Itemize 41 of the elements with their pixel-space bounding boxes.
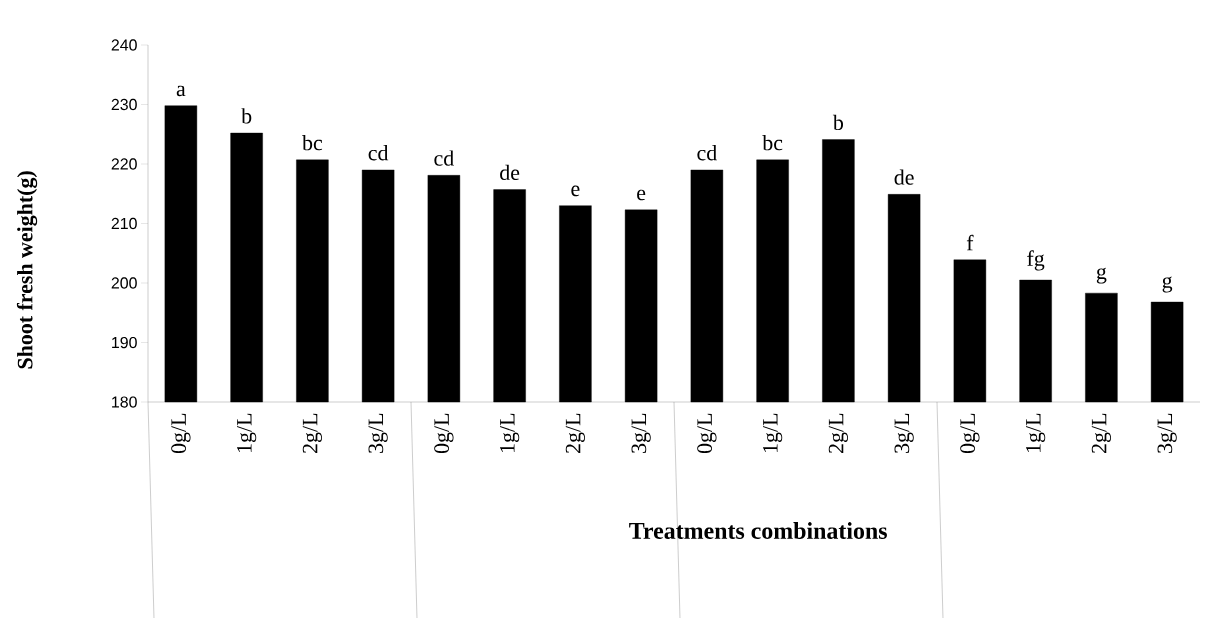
x-tick-label: 1g/L bbox=[237, 413, 257, 453]
data-label: f bbox=[966, 234, 974, 251]
data-label: cd bbox=[434, 150, 454, 166]
data-label: g bbox=[1096, 267, 1107, 284]
x-tick-label: 0g/L bbox=[960, 413, 980, 454]
x-tick-label: 1g/L bbox=[763, 413, 783, 453]
data-label: bc bbox=[302, 134, 323, 151]
x-tick-label: 1g/L bbox=[500, 413, 520, 453]
data-label: e bbox=[571, 185, 580, 197]
data-label: fg bbox=[1027, 250, 1045, 271]
data-label: e bbox=[637, 189, 646, 201]
data-label: cd bbox=[368, 145, 389, 161]
y-tick-label: 210 bbox=[111, 217, 137, 230]
y-tick-label: 190 bbox=[112, 336, 137, 349]
data-label: cd bbox=[697, 145, 717, 161]
y-tick-label: 240 bbox=[111, 39, 137, 51]
data-label: bc bbox=[762, 134, 783, 151]
y-tick-label: 200 bbox=[111, 277, 137, 289]
data-label: g bbox=[1162, 276, 1173, 293]
y-tick-label: 220 bbox=[111, 158, 137, 170]
x-tick-label: 2g/L bbox=[828, 413, 848, 453]
x-tick-label: 3g/L bbox=[1157, 413, 1177, 453]
x-tick-label: 3g/L bbox=[368, 413, 388, 453]
x-tick-label: 1g/L bbox=[1026, 413, 1046, 453]
x-tick-label: 0g/L bbox=[434, 413, 454, 454]
data-label: a bbox=[176, 85, 186, 97]
data-label: b bbox=[241, 108, 252, 124]
x-tick-label: 3g/L bbox=[894, 413, 914, 453]
x-axis-title: Treatments combinations bbox=[629, 522, 887, 539]
x-tick-label: 2g/L bbox=[302, 413, 322, 453]
x-tick-label: 0g/L bbox=[697, 413, 717, 454]
data-label: b bbox=[832, 114, 844, 131]
x-tick-label: 2g/L bbox=[565, 413, 585, 453]
x-tick-label: 3g/L bbox=[631, 413, 651, 453]
y-tick-label: 180 bbox=[112, 396, 137, 408]
data-label: de bbox=[500, 164, 520, 181]
data-label: de bbox=[894, 169, 914, 185]
y-tick-label: 230 bbox=[111, 98, 137, 111]
y-axis-title: Shoot fresh weight(g) bbox=[16, 171, 38, 369]
x-tick-label: 2g/L bbox=[1091, 413, 1111, 453]
x-tick-label: 0g/L bbox=[171, 413, 191, 454]
